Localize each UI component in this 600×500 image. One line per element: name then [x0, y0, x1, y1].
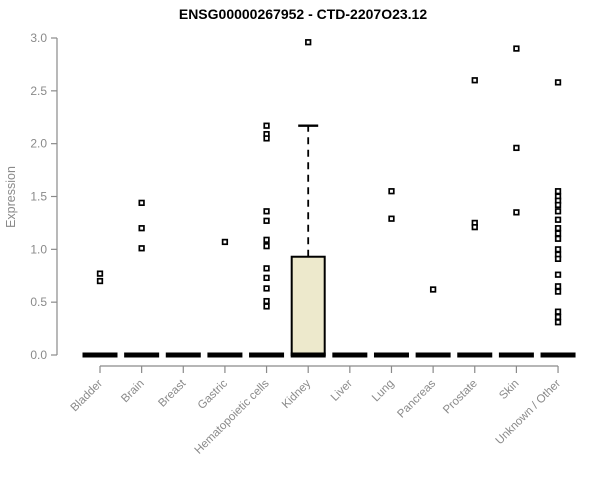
- data-point: [263, 135, 270, 142]
- x-tick-label: Brain: [119, 378, 146, 405]
- data-point: [554, 313, 562, 321]
- data-point: [388, 188, 395, 195]
- y-tick-label: 2.5: [30, 84, 47, 98]
- data-point: [263, 236, 270, 243]
- median-bar: [373, 352, 409, 358]
- data-point: [554, 235, 562, 242]
- x-tick-label: Hematopoietic cells: [193, 377, 272, 456]
- x-tick-label: Kidney: [280, 377, 314, 411]
- data-point: [554, 283, 562, 290]
- median-bar: [540, 352, 576, 358]
- data-point: [263, 303, 270, 310]
- median-bar: [82, 352, 118, 358]
- data-point: [429, 286, 437, 293]
- data-point: [554, 201, 562, 209]
- data-point: [554, 79, 562, 86]
- data-point: [471, 223, 478, 231]
- data-point: [554, 319, 562, 326]
- data-point: [554, 271, 562, 278]
- y-tick-label: 3.0: [30, 31, 47, 45]
- data-point: [554, 308, 562, 315]
- y-tick-label: 0.0: [30, 348, 47, 362]
- data-point: [263, 208, 270, 215]
- x-tick-label: Pancreas: [395, 377, 438, 420]
- data-point: [513, 45, 520, 52]
- data-point: [221, 238, 229, 246]
- data-point: [513, 144, 520, 152]
- y-tick-label: 1.5: [30, 190, 47, 204]
- median-bar: [415, 352, 451, 358]
- data-point: [96, 270, 104, 277]
- x-tick-label: Breast: [156, 377, 189, 410]
- median-bar: [290, 352, 326, 358]
- data-point: [554, 225, 562, 232]
- median-bar: [457, 352, 493, 358]
- data-point: [263, 122, 270, 129]
- data-point: [96, 277, 104, 285]
- data-point: [263, 265, 270, 272]
- median-bar: [124, 352, 160, 358]
- median-bar: [207, 352, 243, 358]
- data-point: [471, 77, 478, 84]
- data-point: [138, 225, 145, 232]
- x-tick-label: Skin: [497, 378, 521, 402]
- iqr-box: [290, 255, 326, 357]
- x-tick-label: Lung: [370, 378, 397, 405]
- data-point: [554, 246, 562, 253]
- data-point: [554, 288, 562, 295]
- data-point: [554, 188, 562, 195]
- y-tick-label: 0.5: [30, 295, 47, 309]
- data-point: [554, 255, 562, 262]
- y-axis-label: Expression: [4, 166, 18, 228]
- median-bar: [249, 352, 285, 358]
- x-tick-label: Bladder: [69, 378, 106, 415]
- data-point: [513, 209, 520, 216]
- x-tick-label: Gastric: [196, 377, 230, 411]
- data-point: [554, 216, 562, 223]
- data-point: [554, 208, 562, 215]
- data-point: [388, 215, 395, 222]
- median-bar: [498, 352, 534, 358]
- chart-title: ENSG00000267952 - CTD-2207O23.12: [179, 6, 427, 22]
- median-bar: [165, 352, 201, 358]
- data-point: [263, 217, 270, 224]
- y-tick-label: 2.0: [30, 137, 47, 151]
- x-tick-label: Liver: [329, 378, 355, 404]
- plot-area: 0.0 0.5 1.0 1.5 2.0 2.5 3.0 Bladder Brain Breast G…: [30, 31, 576, 457]
- data-point: [554, 230, 562, 237]
- data-point: [138, 245, 145, 252]
- data-point: [263, 297, 270, 305]
- median-bar: [332, 352, 368, 358]
- data-point: [305, 39, 312, 46]
- x-tick-label: Prostate: [441, 378, 480, 417]
- y-tick-label: 1.0: [30, 242, 47, 256]
- data-point: [263, 243, 270, 250]
- data-point: [263, 274, 270, 282]
- data-point: [263, 285, 270, 292]
- data-point: [138, 199, 145, 206]
